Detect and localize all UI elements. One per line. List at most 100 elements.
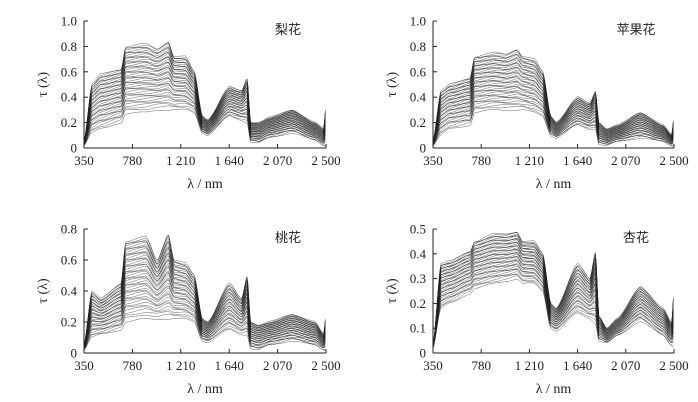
spectrum-curve	[83, 317, 326, 351]
x-tick-label: 780	[123, 153, 143, 168]
x-tick-label: 2 070	[611, 358, 640, 373]
panel-title: 桃花	[275, 230, 301, 246]
spectra-curves	[83, 234, 326, 351]
x-tick-label: 780	[123, 358, 143, 373]
y-tick-label: 0.8	[410, 39, 426, 54]
spectrum-curve	[432, 87, 674, 144]
spectrum-curve	[432, 243, 674, 347]
spectrum-curve	[83, 59, 326, 143]
spectrum-curve	[83, 245, 326, 347]
x-tick-label: 2 070	[263, 153, 292, 168]
spectrum-curve	[432, 271, 674, 348]
x-tick-label: 780	[471, 358, 491, 373]
spectrum-curve	[83, 275, 326, 348]
x-tick-label: 1 210	[166, 153, 195, 168]
spectra-curves	[83, 42, 326, 147]
spectrum-curve	[432, 254, 674, 347]
spectrum-curve	[83, 306, 326, 350]
spectrum-curve	[83, 251, 326, 347]
spectrum-curve	[83, 263, 326, 348]
y-tick-label: 0.2	[61, 115, 77, 130]
x-tick-label: 350	[74, 358, 94, 373]
y-tick-label: 0	[420, 141, 427, 156]
spectrum-curve	[83, 68, 326, 143]
x-axis-label: λ / nm	[187, 177, 223, 192]
spectrum-curve	[83, 48, 326, 142]
x-tick-label: 350	[423, 358, 443, 373]
spectrum-curve	[83, 256, 326, 347]
spectrum-curve	[83, 65, 326, 144]
spectrum-curve	[83, 105, 326, 146]
spectrum-curve	[432, 78, 674, 144]
y-axis-label: τ (λ)	[36, 278, 51, 304]
spectrum-curve	[432, 263, 674, 348]
panel-4: 350 780 1 210 1 640 2 070 2 500 0 0.1 0.2 0.3 0.4 0…	[385, 222, 689, 398]
y-axis-label: τ (λ)	[36, 72, 51, 98]
spectrum-curve	[83, 288, 326, 348]
spectrum-curve	[432, 90, 674, 145]
spectrum-curve	[83, 270, 326, 348]
y-tick-label: 0.6	[410, 64, 427, 79]
y-tick-label: 0.2	[61, 315, 77, 330]
x-tick-label: 1 210	[515, 153, 544, 168]
x-tick-label: 2 500	[311, 153, 340, 168]
y-tick-label: 0.1	[410, 321, 426, 336]
x-axis-label: λ / nm	[536, 177, 572, 192]
spectrum-curve	[83, 282, 326, 349]
spectrum-curve	[432, 100, 674, 145]
spectrum-curve	[83, 80, 326, 144]
spectrum-curve	[83, 258, 326, 348]
spectrum-curve	[432, 237, 674, 347]
panel-title: 杏花	[623, 230, 649, 246]
y-tick-label: 0.8	[61, 222, 77, 237]
y-tick-label: 0.3	[410, 271, 426, 286]
y-axis-label: τ (λ)	[385, 278, 400, 304]
y-tick-label: 0.2	[410, 115, 426, 130]
x-tick-label: 350	[423, 153, 443, 168]
spectrum-curve	[83, 91, 326, 145]
spectrum-curve	[83, 67, 326, 143]
panel-title: 苹果花	[616, 22, 655, 38]
spectrum-curve	[83, 42, 326, 143]
y-tick-label: 1.0	[410, 14, 426, 29]
spectrum-curve	[432, 275, 674, 348]
spectrum-curve	[83, 234, 326, 346]
x-tick-label: 1 640	[215, 153, 244, 168]
panel-title: 梨花	[275, 22, 301, 38]
x-tick-label: 1 640	[563, 153, 592, 168]
panel-1: 350 780 1 210 1 640 2 070 2 500 0 0.2 0.4 0.6 0.8 1…	[36, 14, 341, 193]
spectrum-curve	[432, 76, 674, 144]
y-tick-label: 0	[71, 141, 78, 156]
spectrum-curve	[83, 108, 326, 147]
y-tick-label: 0	[420, 346, 427, 361]
spectrum-curve	[432, 109, 674, 147]
spectrum-curve	[432, 49, 674, 143]
spectrum-curve	[432, 91, 674, 144]
spectrum-curve	[432, 57, 674, 143]
spectrum-curve	[432, 105, 674, 146]
spectrum-curve	[83, 61, 326, 144]
y-tick-label: 0.5	[410, 222, 426, 237]
spectrum-curve	[432, 247, 674, 347]
spectrum-curve	[432, 233, 674, 346]
spectrum-curve	[432, 264, 674, 348]
y-tick-label: 0	[71, 346, 78, 361]
spectrum-curve	[83, 84, 326, 144]
x-axis-label: λ / nm	[187, 382, 223, 397]
spectrum-curve	[432, 268, 674, 349]
spectrum-curve	[83, 299, 326, 350]
y-tick-label: 0.2	[410, 296, 426, 311]
x-tick-label: 1 210	[166, 358, 195, 373]
y-tick-label: 0.4	[410, 246, 427, 261]
spectrum-curve	[432, 251, 674, 348]
spectrum-curve	[83, 56, 326, 144]
x-tick-label: 1 640	[215, 358, 244, 373]
spectrum-curve	[83, 296, 326, 349]
panel-2: 350 780 1 210 1 640 2 070 2 500 0 0.2 0.4 0.6 0.8 1…	[385, 14, 689, 193]
spectrum-curve	[432, 241, 674, 347]
y-tick-label: 1.0	[61, 14, 77, 29]
spectrum-curve	[83, 291, 326, 349]
x-tick-label: 2 070	[611, 153, 640, 168]
